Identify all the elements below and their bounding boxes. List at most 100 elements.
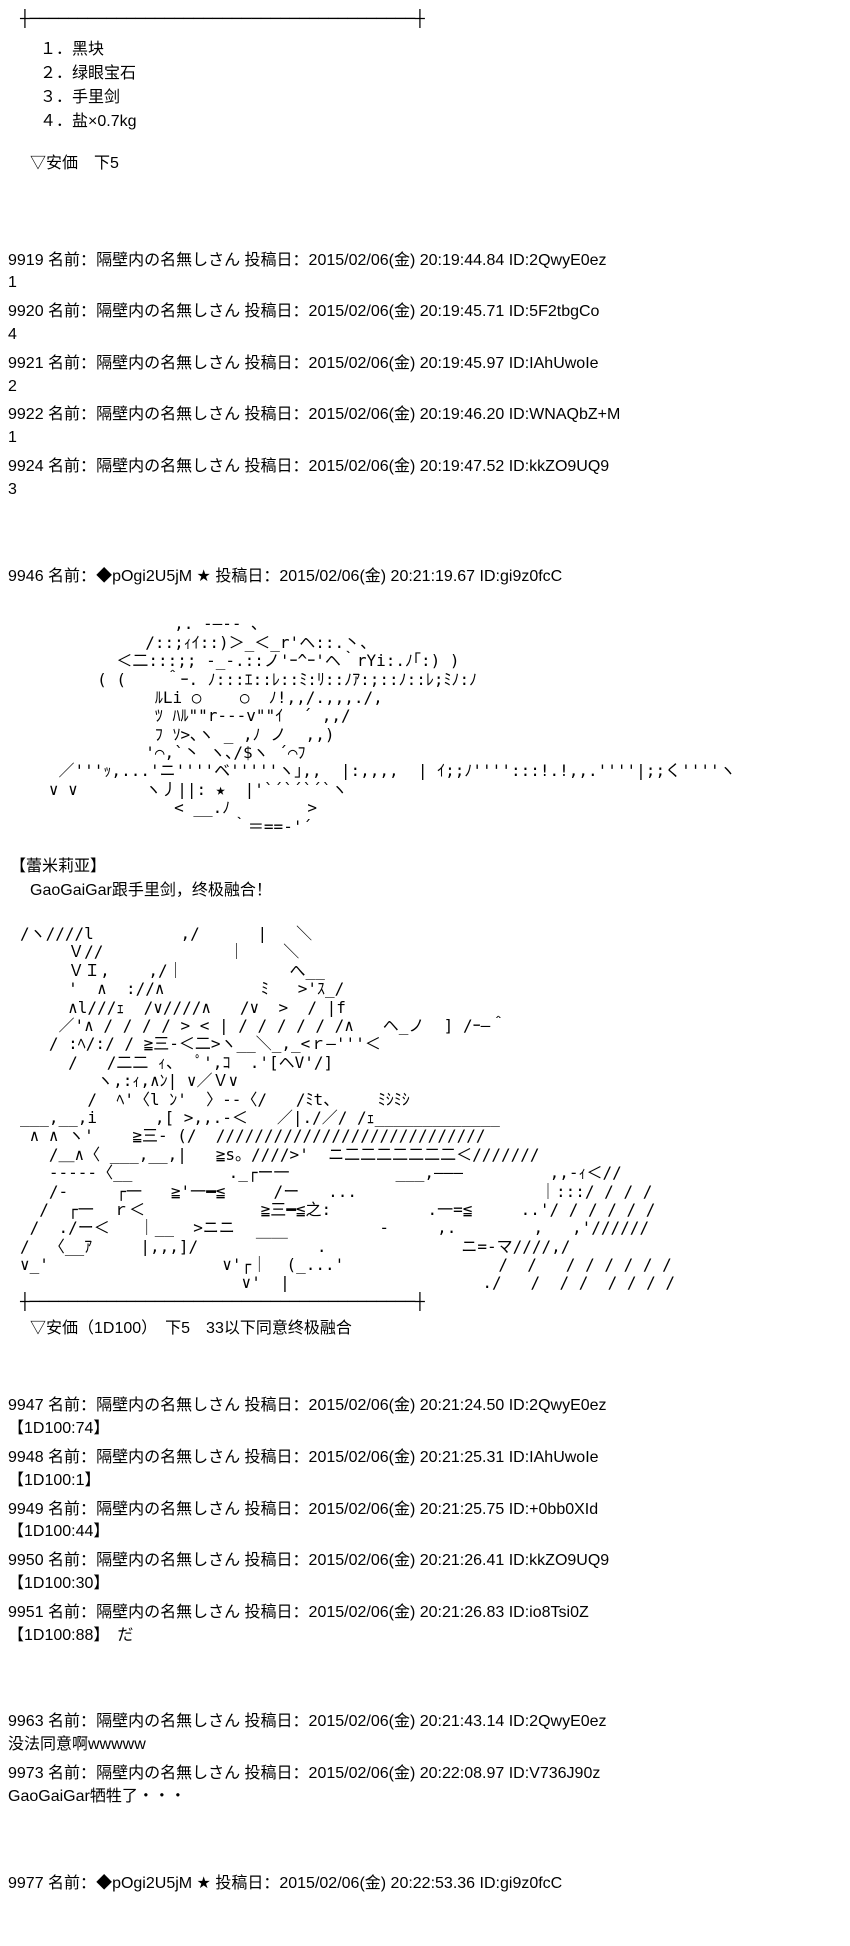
choice-item: ４．盐×0.7kg (40, 110, 850, 134)
id-label: ID: (509, 1604, 529, 1621)
poster-name: 隔壁内の名無しさん (96, 1397, 240, 1414)
name-label: 名前： (48, 1449, 96, 1466)
name-label: 名前： (48, 303, 96, 320)
character-dialogue: GaoGaiGar跟手里剑，终极融合！ (0, 876, 850, 900)
post-number: 9949 (8, 1501, 44, 1518)
top-divider: ┼───────────────────────────────────────… (0, 10, 850, 28)
ascii-art-gaogaigar: /ヽ////l ,/ | ＼ Ｖ// ｜ ＼ ＶＩ, ,/｜ へ__ ' ∧ :… (0, 925, 850, 1293)
post-id: 2QwyE0ez (529, 1713, 606, 1730)
forum-post: 9950 名前：隔壁内の名無しさん 投稿日：2015/02/06(金) 20:2… (8, 1551, 850, 1595)
post-number: 9946 (8, 568, 44, 585)
poster-name: 隔壁内の名無しさん (96, 1501, 240, 1518)
post-body: 【1D100:30】 (8, 1574, 850, 1595)
post-body: 4 (8, 325, 850, 346)
post-date: 2015/02/06(金) 20:21:25.31 (309, 1449, 505, 1466)
date-label: 投稿日： (245, 406, 309, 423)
date-label: 投稿日： (245, 1552, 309, 1569)
id-label: ID: (509, 1552, 529, 1569)
date-label: 投稿日： (215, 568, 279, 585)
forum-post: 9963 名前：隔壁内の名無しさん 投稿日：2015/02/06(金) 20:2… (8, 1712, 850, 1756)
post-body: 2 (8, 377, 850, 398)
post-number: 9920 (8, 303, 44, 320)
post-id: WNAQbZ+M (529, 406, 620, 423)
post-id: gi9z0fcC (500, 568, 562, 585)
choice-item: ３．手里剑 (40, 86, 850, 110)
name-label: 名前： (48, 1552, 96, 1569)
post-body: 1 (8, 428, 850, 449)
post-body: 【1D100:88】 だ (8, 1626, 850, 1647)
poster-name: 隔壁内の名無しさん (96, 252, 240, 269)
date-label: 投稿日： (245, 1765, 309, 1782)
post-date: 2015/02/06(金) 20:21:26.41 (309, 1552, 505, 1569)
post-number: 9919 (8, 252, 44, 269)
id-label: ID: (509, 1713, 529, 1730)
poster-name: 隔壁内の名無しさん (96, 458, 240, 475)
date-label: 投稿日： (245, 355, 309, 372)
post-body: 【1D100:44】 (8, 1522, 850, 1543)
forum-post: 9948 名前：隔壁内の名無しさん 投稿日：2015/02/06(金) 20:2… (8, 1448, 850, 1492)
name-label: 名前： (48, 458, 96, 475)
forum-post: 9973 名前：隔壁内の名無しさん 投稿日：2015/02/06(金) 20:2… (8, 1764, 850, 1808)
id-label: ID: (509, 303, 529, 320)
name-label: 名前： (48, 355, 96, 372)
post-date: 2015/02/06(金) 20:19:45.97 (309, 355, 505, 372)
post-id: +0bb0XId (529, 1501, 598, 1518)
post-number: 9922 (8, 406, 44, 423)
id-label: ID: (480, 568, 500, 585)
forum-post: 9922 名前：隔壁内の名無しさん 投稿日：2015/02/06(金) 20:1… (8, 405, 850, 449)
post-number: 9924 (8, 458, 44, 475)
post-number: 9951 (8, 1604, 44, 1621)
post-date: 2015/02/06(金) 20:21:43.14 (309, 1713, 505, 1730)
post-number: 9977 (8, 1875, 44, 1892)
post-number: 9948 (8, 1449, 44, 1466)
post-id: IAhUwoIe (529, 355, 598, 372)
post-number: 9921 (8, 355, 44, 372)
post-body: 【1D100:1】 (8, 1471, 850, 1492)
date-label: 投稿日： (245, 1397, 309, 1414)
name-label: 名前： (48, 252, 96, 269)
post-id: V736J90z (529, 1765, 600, 1782)
id-label: ID: (509, 355, 529, 372)
name-label: 名前： (48, 1765, 96, 1782)
date-label: 投稿日： (245, 1604, 309, 1621)
post-date: 2015/02/06(金) 20:19:44.84 (309, 252, 505, 269)
post-date: 2015/02/06(金) 20:19:46.20 (309, 406, 505, 423)
forum-post: 9951 名前：隔壁内の名無しさん 投稿日：2015/02/06(金) 20:2… (8, 1603, 850, 1647)
post-date: 2015/02/06(金) 20:21:19.67 (279, 568, 475, 585)
anka-prompt-1: ▽安価 下5 (0, 149, 850, 173)
date-label: 投稿日： (245, 458, 309, 475)
post-body: 【1D100:74】 (8, 1419, 850, 1440)
poster-name: 隔壁内の名無しさん (96, 1449, 240, 1466)
gm-post-1: 9946 名前：◆pOgi2U5jM ★ 投稿日：2015/02/06(金) 2… (8, 567, 850, 588)
forum-post: 9949 名前：隔壁内の名無しさん 投稿日：2015/02/06(金) 20:2… (8, 1500, 850, 1544)
post-date: 2015/02/06(金) 20:22:08.97 (309, 1765, 505, 1782)
date-label: 投稿日： (245, 1501, 309, 1518)
date-label: 投稿日： (215, 1875, 279, 1892)
forum-post: 9947 名前：隔壁内の名無しさん 投稿日：2015/02/06(金) 20:2… (8, 1396, 850, 1440)
name-label: 名前： (48, 406, 96, 423)
anka-prompt-2: ▽安価（1D100） 下5 33以下同意终极融合 (0, 1314, 850, 1338)
poster-name: 隔壁内の名無しさん (96, 1604, 240, 1621)
name-label: 名前： (48, 1875, 96, 1892)
date-label: 投稿日： (245, 303, 309, 320)
post-body: 1 (8, 273, 850, 294)
mid-divider: ┼───────────────────────────────────────… (0, 1293, 850, 1311)
post-body: 没法同意啊wwwww (8, 1735, 850, 1756)
forum-post: 9920 名前：隔壁内の名無しさん 投稿日：2015/02/06(金) 20:1… (8, 302, 850, 346)
gm-post-2: 9977 名前：◆pOgi2U5jM ★ 投稿日：2015/02/06(金) 2… (8, 1874, 850, 1895)
poster-name: 隔壁内の名無しさん (96, 355, 240, 372)
poster-name: 隔壁内の名無しさん (96, 406, 240, 423)
date-label: 投稿日： (245, 1449, 309, 1466)
post-number: 9950 (8, 1552, 44, 1569)
post-date: 2015/02/06(金) 20:21:25.75 (309, 1501, 505, 1518)
id-label: ID: (509, 1397, 529, 1414)
post-id: 5F2tbgCo (529, 303, 599, 320)
poster-name: ◆pOgi2U5jM ★ (96, 568, 211, 585)
post-date: 2015/02/06(金) 20:19:47.52 (309, 458, 505, 475)
post-id: 2QwyE0ez (529, 252, 606, 269)
character-name: 【蕾米莉亚】 (0, 852, 850, 876)
post-number: 9973 (8, 1765, 44, 1782)
id-label: ID: (509, 458, 529, 475)
post-id: kkZO9UQ9 (529, 458, 609, 475)
id-label: ID: (509, 1501, 529, 1518)
